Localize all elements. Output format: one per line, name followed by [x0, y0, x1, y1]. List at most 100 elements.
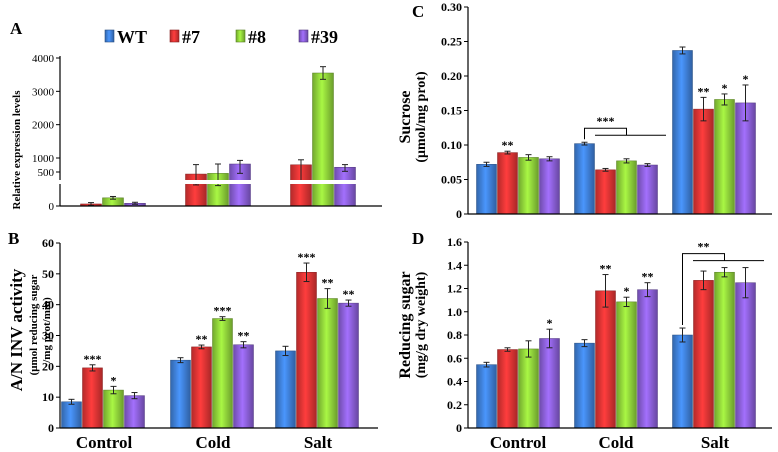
panel-a-bar-8-salt — [312, 72, 334, 207]
panel-d-bar-WT-cold — [574, 342, 595, 429]
panel-d-significance-label: * — [624, 284, 630, 298]
panel-a-axis-break — [54, 180, 384, 184]
panel-b-ytick-label: 40 — [42, 298, 54, 312]
panel-d-bar-8-cold — [616, 301, 637, 429]
panel-b-ytick-label: 10 — [42, 390, 54, 404]
panel-d-ytick-label: 1.2 — [447, 282, 462, 296]
panel-c-ylabel: Sucrose — [397, 90, 414, 143]
panel-c-significance-label: * — [722, 81, 728, 95]
panel-label-c: C — [412, 2, 424, 21]
panel-c-bar-8-control — [518, 157, 539, 215]
panel-d-bar-7-salt — [693, 280, 714, 429]
panel-c-chart: 00.050.100.150.200.250.30**** ***** — [441, 0, 772, 221]
panel-b-bar-39-cold — [233, 344, 254, 429]
panel-b-ytick-label: 30 — [42, 329, 54, 343]
panel-b-ytick-label: 60 — [42, 236, 54, 250]
panel-b-ytick-label: 50 — [42, 267, 54, 281]
panel-d-bar-39-control — [539, 338, 560, 429]
panel-d-significance-label: ** — [600, 262, 612, 276]
panel-b-bar-7-cold — [191, 346, 212, 429]
panel-a-ytick-label: 500 — [38, 167, 55, 179]
panel-d-chart: 00.20.40.60.81.01.21.41.6******** — [447, 235, 772, 435]
panel-a-ylabel: Relative expression levels — [11, 90, 23, 210]
panel-d-bar-7-control — [497, 349, 518, 429]
panel-c-bar-WT-control — [476, 164, 497, 215]
panel-b-bar-WT-cold — [170, 359, 191, 429]
panel-b-significance-label: *** — [298, 250, 316, 264]
panel-b-category-salt: Salt — [304, 433, 333, 452]
panel-d-category-salt: Salt — [701, 433, 730, 452]
panel-c-ytick-label: 0.10 — [441, 138, 462, 152]
panel-b-significance-label: ** — [196, 332, 208, 346]
panel-c-bar-39-cold — [637, 164, 658, 215]
panel-b-ylabel-line2: (μmol reducing sugar — [28, 275, 40, 376]
panel-b-significance-label: *** — [84, 352, 102, 366]
panel-d-ytick-label: 1.6 — [447, 235, 462, 249]
panel-a-ytick-label: 0 — [49, 201, 55, 213]
panel-d-bar-8-salt — [714, 271, 735, 429]
panel-a-ytick-label: 1000 — [32, 153, 55, 165]
panel-d-significance-label: * — [547, 316, 553, 330]
panel-d-ytick-label: 0.8 — [447, 328, 462, 342]
panel-c-bar-WT-salt — [672, 50, 693, 215]
panel-c-bar-7-cold — [595, 169, 616, 215]
panel-b-significance-label: ** — [238, 329, 250, 343]
panel-b-ytick-label: 20 — [42, 359, 54, 373]
legend-label-7: #7 — [182, 27, 200, 47]
legend-swatch-7 — [169, 29, 180, 43]
panel-label-b: B — [8, 229, 19, 248]
legend-swatch-39 — [298, 29, 309, 43]
legend-swatch-WT — [104, 29, 115, 43]
panel-d-ylabel: Reducing sugar — [397, 271, 414, 378]
panel-d-bar-7-cold — [595, 290, 616, 429]
panel-label-d: D — [412, 229, 424, 248]
panel-c-bar-7-control — [497, 152, 518, 215]
panel-b-category-cold: Cold — [196, 433, 232, 452]
panel-b-ylabel-line3: /mg prot/min) — [41, 297, 53, 364]
panel-d-bar-39-salt — [735, 282, 756, 429]
panel-b-bar-8-cold — [212, 318, 233, 429]
panel-b-bar-WT-salt — [275, 350, 296, 429]
panel-b-category-control: Control — [76, 433, 133, 452]
panel-b-bar-39-control — [124, 395, 145, 429]
panel-b-significance-label: ** — [322, 276, 334, 290]
panel-d-bar-WT-control — [476, 364, 497, 429]
panel-d-bar-39-cold — [637, 289, 658, 429]
legend-swatch-8 — [235, 29, 246, 43]
panel-c-significance-label: ** — [502, 138, 514, 152]
panel-d-bar-8-control — [518, 348, 539, 429]
panel-c-bar-WT-cold — [574, 143, 595, 215]
panel-b-bar-8-salt — [317, 298, 338, 429]
panel-a-ytick-label: 2000 — [32, 120, 55, 132]
legend-label-WT: WT — [117, 27, 147, 47]
panel-c-bracket-label: *** — [597, 114, 615, 128]
panel-d-ytick-label: 0.2 — [447, 398, 462, 412]
legend-label-8: #8 — [248, 27, 266, 47]
legend: WT #7 #8 #39 — [104, 27, 338, 47]
panel-b-bar-7-control — [82, 367, 103, 429]
legend-label-39: #39 — [311, 27, 338, 47]
panel-c-ylabel-line2: (μmol/mg prot) — [414, 71, 429, 163]
panel-b-bar-8-control — [103, 389, 124, 429]
panel-c-ytick-label: 0.20 — [441, 69, 462, 83]
panel-c-bar-8-salt — [714, 99, 735, 215]
panel-c-ytick-label: 0.05 — [441, 173, 462, 187]
panel-c-bar-39-control — [539, 158, 560, 215]
panel-c-bracket — [584, 127, 627, 140]
panel-c-significance-label: * — [743, 72, 749, 86]
panel-a-bar-39-salt — [334, 166, 356, 207]
panel-a-ytick-label: 4000 — [32, 53, 55, 65]
panel-d-bracket-label: ** — [698, 240, 710, 254]
panel-d-ytick-label: 1.0 — [447, 305, 462, 319]
panel-d-significance-label: ** — [642, 270, 654, 284]
panel-b-significance-label: *** — [214, 304, 232, 318]
panel-label-a: A — [10, 19, 23, 38]
panel-d-ytick-label: 0.6 — [447, 351, 462, 365]
panel-c-ytick-label: 0 — [456, 207, 462, 221]
panel-b-ylabel: A/N INV activity — [7, 268, 26, 391]
panel-d-ytick-label: 0 — [456, 421, 462, 435]
panel-d-ytick-label: 1.4 — [447, 258, 462, 272]
panel-d-category-cold: Cold — [599, 433, 635, 452]
